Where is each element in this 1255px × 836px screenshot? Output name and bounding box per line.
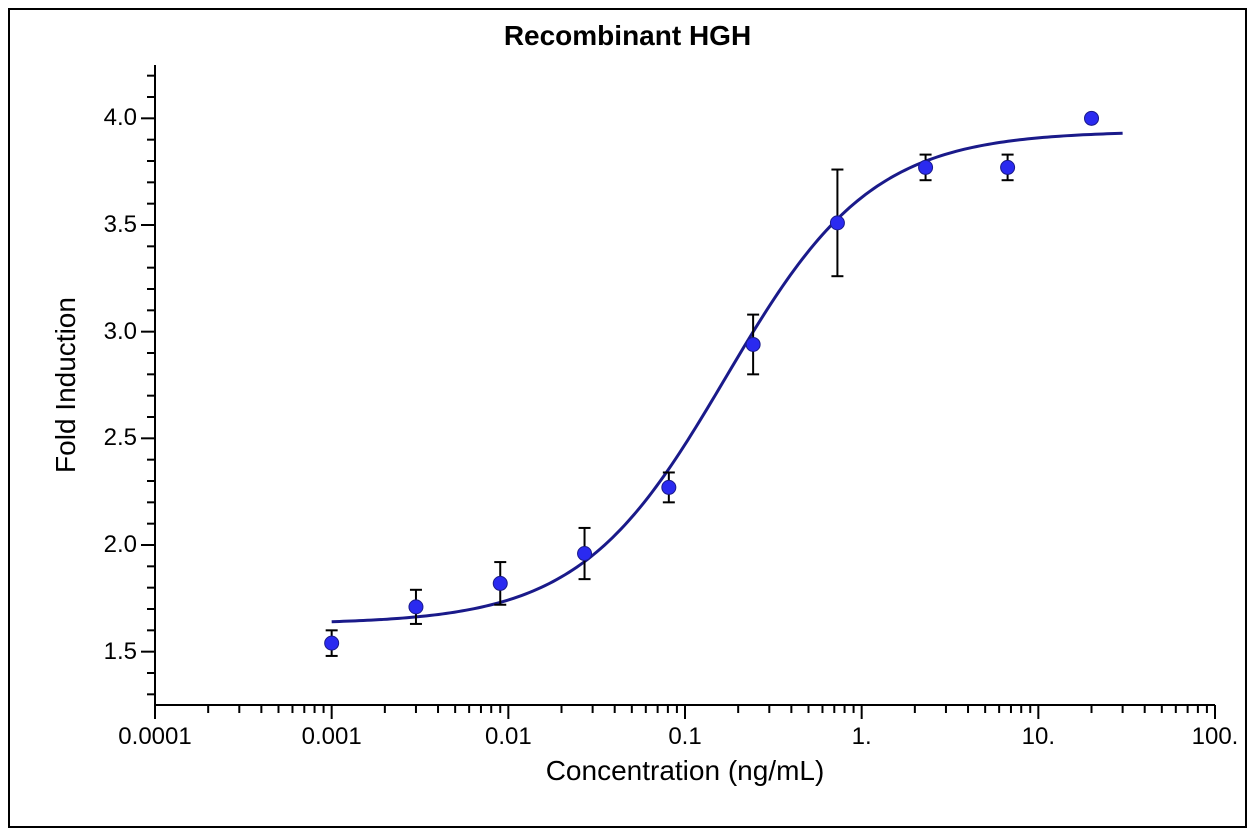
fit-curve (332, 133, 1123, 621)
x-tick-label: 0.001 (302, 723, 362, 751)
y-tick-label: 1.5 (77, 638, 137, 666)
plot-svg (155, 65, 1215, 705)
x-tick-label: 0.1 (668, 723, 701, 751)
x-tick-label: 1. (852, 723, 872, 751)
x-tick-label: 0.01 (485, 723, 532, 751)
data-point (919, 160, 933, 174)
x-tick-label: 100. (1192, 723, 1239, 751)
x-tick-label: 10. (1022, 723, 1055, 751)
data-point (1001, 160, 1015, 174)
data-point (746, 337, 760, 351)
y-tick-label: 4.0 (77, 104, 137, 132)
y-tick-label: 3.5 (77, 211, 137, 239)
data-point (325, 636, 339, 650)
data-point (662, 480, 676, 494)
x-axis-label: Concentration (ng/mL) (546, 755, 825, 787)
data-point (1085, 111, 1099, 125)
data-point (830, 216, 844, 230)
data-point (409, 600, 423, 614)
y-tick-label: 3.0 (77, 318, 137, 346)
data-point (578, 547, 592, 561)
plot-area (155, 65, 1215, 705)
x-tick-label: 0.0001 (118, 723, 191, 751)
chart-title: Recombinant HGH (504, 20, 751, 52)
y-tick-label: 2.0 (77, 531, 137, 559)
data-point (493, 576, 507, 590)
y-tick-label: 2.5 (77, 424, 137, 452)
